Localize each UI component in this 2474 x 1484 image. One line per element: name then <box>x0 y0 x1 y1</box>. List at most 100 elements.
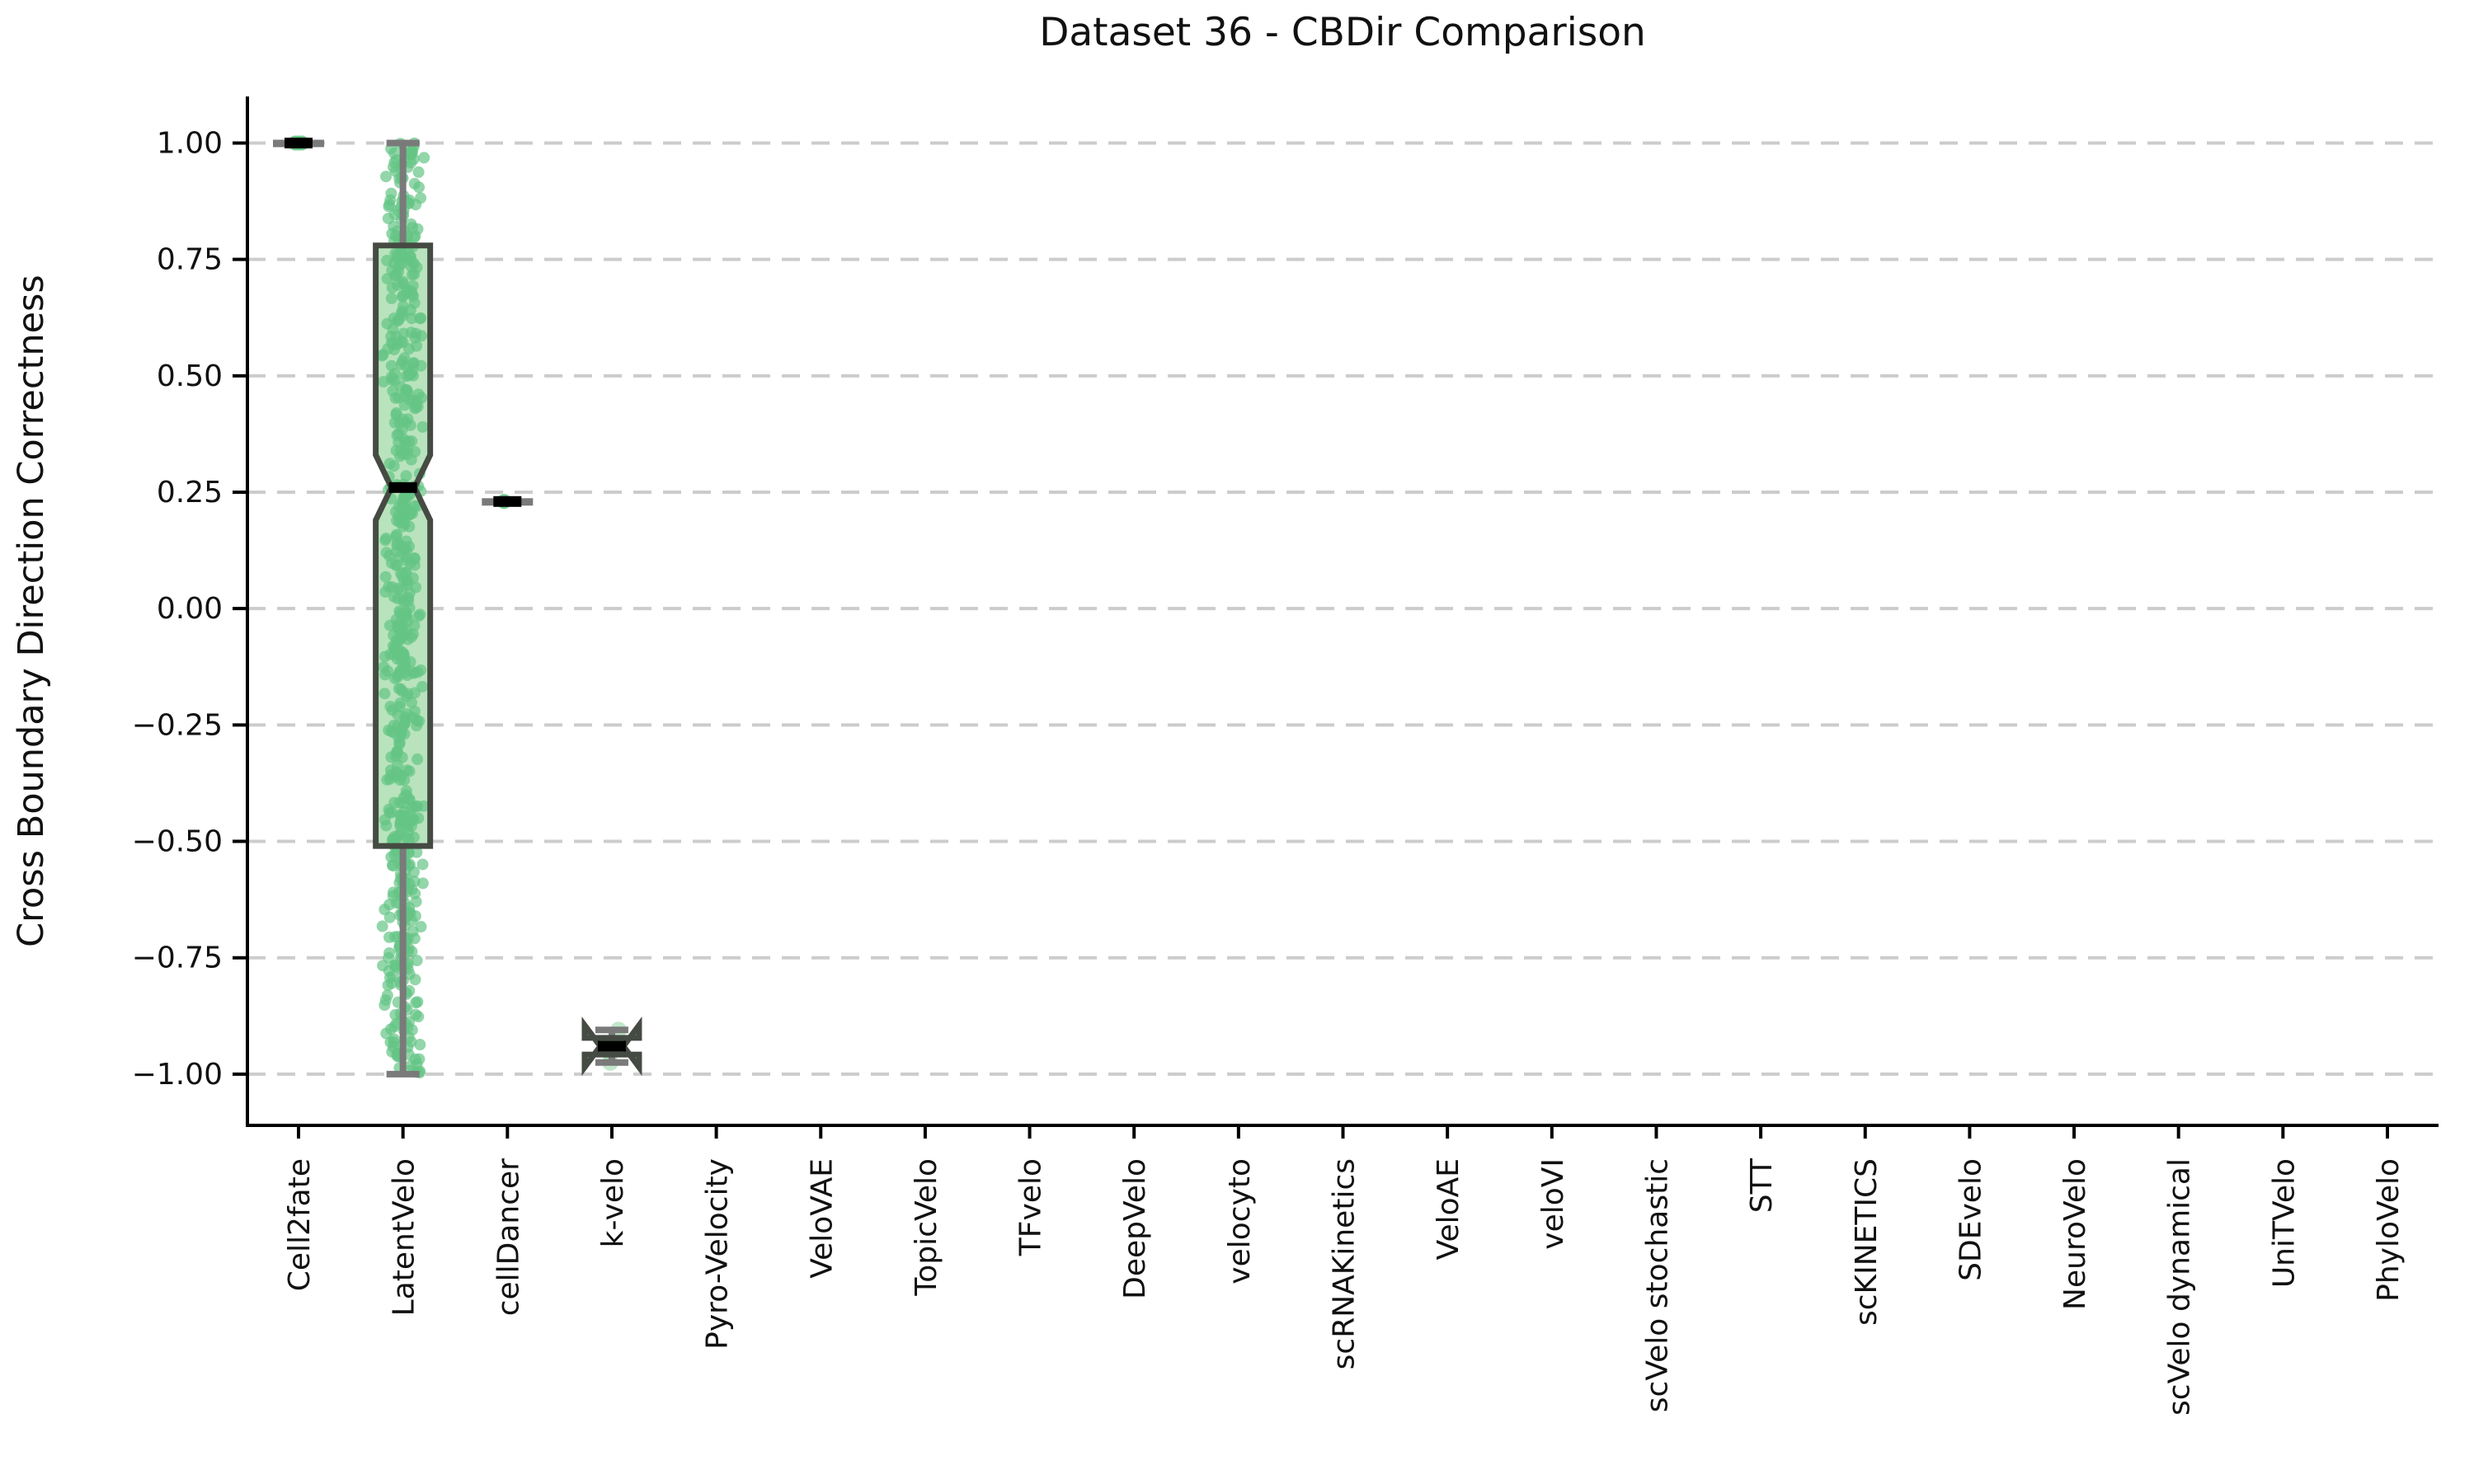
box-outline <box>373 242 434 849</box>
x-tick-label: NeuroVelo <box>2058 1158 2092 1310</box>
jitter-point <box>386 264 398 276</box>
jitter-point <box>381 273 393 285</box>
jitter-point <box>418 152 430 164</box>
jitter-point <box>409 910 421 923</box>
jitter-point <box>397 503 409 515</box>
jitter-point <box>402 592 415 604</box>
jitter-point <box>383 806 396 819</box>
jitter-point <box>403 968 416 980</box>
y-tick-label: 0.50 <box>157 359 223 393</box>
jitter-point <box>405 326 417 339</box>
median-bar <box>285 137 313 148</box>
jitter-point <box>389 559 402 571</box>
jitter-point <box>379 650 391 663</box>
jitter-point <box>398 352 411 364</box>
jitter-point <box>399 711 412 723</box>
x-tick-label: TopicVelo <box>910 1158 943 1297</box>
jitter-point <box>385 292 397 304</box>
jitter-point <box>397 650 410 662</box>
jitter-point <box>401 610 413 622</box>
jitter-point <box>403 765 416 777</box>
jitter-point <box>400 785 412 797</box>
jitter-point <box>392 593 404 605</box>
x-tick-label: veloVI <box>1536 1158 1570 1250</box>
jitter-point <box>385 331 397 343</box>
jitter-point <box>414 1039 426 1051</box>
jitter-point <box>385 371 397 383</box>
jitter-point <box>393 736 406 749</box>
x-tick-label: LatentVelo <box>388 1158 421 1316</box>
jitter-point <box>411 846 423 858</box>
jitter-point <box>412 223 424 235</box>
jitter-point <box>398 728 411 740</box>
jitter-point <box>406 145 418 157</box>
jitter-point <box>390 546 402 558</box>
x-tick-label: VeloAE <box>1432 1158 1465 1260</box>
jitter-point <box>376 920 388 932</box>
chart-title: Dataset 36 - CBDir Comparison <box>1039 10 1646 55</box>
jitter-point <box>383 899 396 911</box>
jitter-point <box>386 704 398 716</box>
jitter-point <box>412 800 424 812</box>
y-tick-label: −0.75 <box>132 942 223 975</box>
jitter-point <box>392 745 404 758</box>
jitter-point <box>408 177 421 190</box>
y-tick-label: −0.50 <box>132 825 223 859</box>
jitter-point <box>403 817 416 829</box>
median-bar <box>493 495 522 507</box>
jitter-point <box>411 261 423 274</box>
x-tick-label: cellDancer <box>492 1158 525 1316</box>
jitter-point <box>416 858 429 871</box>
x-tick-label: Cell2fate <box>283 1158 317 1291</box>
jitter-point <box>403 366 416 378</box>
jitter-point <box>377 960 389 972</box>
jitter-point <box>390 1017 402 1030</box>
x-tick-label: Pyro-Velocity <box>701 1158 735 1350</box>
jitter-point <box>401 448 413 461</box>
jitter-point <box>412 166 425 178</box>
jitter-point <box>411 954 423 966</box>
jitter-point <box>403 793 416 805</box>
y-tick-label: 0.75 <box>157 243 223 277</box>
jitter-point <box>407 290 420 303</box>
y-axis-label: Cross Boundary Direction Correctness <box>11 275 52 947</box>
jitter-point <box>414 608 426 621</box>
x-tick-label: velocyto <box>1223 1158 1257 1284</box>
y-tick-label: −0.25 <box>132 708 223 742</box>
jitter-point <box>380 1027 393 1040</box>
jitter-point <box>415 312 427 324</box>
jitter-point <box>383 773 396 785</box>
jitter-point <box>398 662 411 674</box>
y-tick-label: 0.25 <box>157 476 223 510</box>
jitter-point <box>388 209 401 221</box>
jitter-point <box>396 423 408 435</box>
x-tick-label: scRNAKinetics <box>1328 1158 1362 1369</box>
jitter-point <box>394 697 407 709</box>
jitter-point <box>400 383 412 396</box>
jitter-point <box>383 931 396 943</box>
jitter-point <box>388 831 401 843</box>
jitter-point <box>406 697 418 709</box>
jitter-point <box>395 308 407 320</box>
jitter-point <box>390 643 402 655</box>
jitter-point <box>416 877 429 890</box>
jitter-point <box>393 516 406 528</box>
jitter-point <box>404 303 416 316</box>
jitter-point <box>383 947 396 960</box>
jitter-point <box>416 420 429 433</box>
jitter-point <box>386 581 398 594</box>
jitter-point <box>380 171 393 183</box>
jitter-point <box>398 433 411 445</box>
jitter-point <box>385 187 397 200</box>
y-tick-label: 1.00 <box>157 126 223 160</box>
jitter-point <box>383 911 396 923</box>
jitter-point <box>394 336 407 348</box>
median-bar <box>388 481 417 493</box>
jitter-point <box>393 683 405 695</box>
jitter-point <box>412 812 425 824</box>
jitter-point <box>409 887 421 899</box>
jitter-point <box>384 1036 397 1049</box>
jitter-point <box>382 665 394 677</box>
